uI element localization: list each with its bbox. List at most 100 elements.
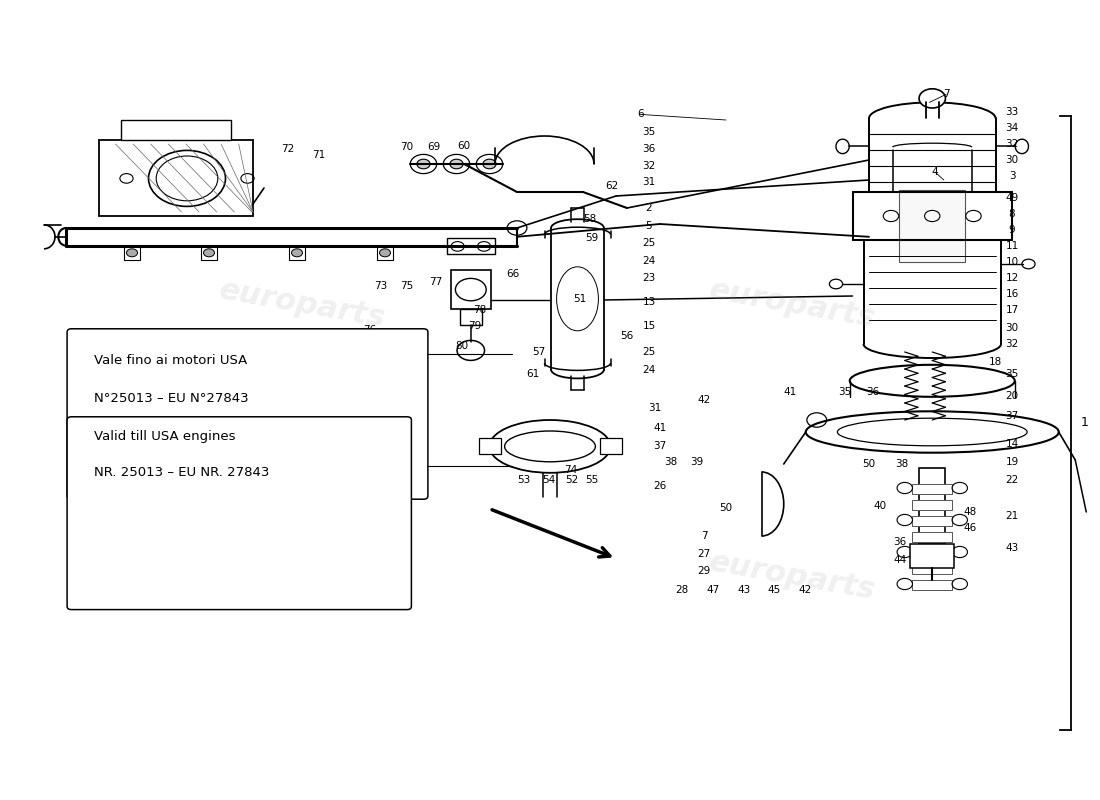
Text: 42: 42 (799, 586, 812, 595)
Text: 38: 38 (664, 458, 678, 467)
Bar (913, 564, 953, 574)
Text: 16: 16 (1005, 290, 1019, 299)
Text: 17: 17 (1005, 306, 1019, 315)
Text: 69: 69 (261, 430, 274, 439)
Text: 77: 77 (429, 277, 442, 286)
Text: 61: 61 (526, 370, 539, 379)
Text: 14: 14 (1005, 439, 1019, 449)
Text: 47: 47 (706, 586, 719, 595)
Text: 1: 1 (1080, 416, 1088, 430)
FancyBboxPatch shape (67, 329, 428, 499)
Text: europarts: europarts (706, 547, 878, 605)
Text: 19: 19 (1005, 458, 1019, 467)
Text: 49: 49 (1005, 194, 1019, 203)
Text: 36: 36 (866, 387, 879, 397)
Bar (913, 580, 953, 590)
Circle shape (292, 249, 302, 257)
Text: 5: 5 (646, 221, 652, 230)
Bar (447, 238, 495, 254)
Text: 78: 78 (473, 306, 486, 315)
Text: 27: 27 (697, 549, 711, 558)
Text: 23: 23 (642, 274, 656, 283)
Circle shape (450, 159, 463, 169)
Text: 73: 73 (374, 282, 387, 291)
Text: 6: 6 (637, 110, 644, 119)
Text: 28: 28 (675, 586, 689, 595)
Text: 65: 65 (208, 430, 221, 439)
Text: 72: 72 (156, 430, 169, 439)
Text: 33: 33 (1005, 107, 1019, 117)
Text: 67: 67 (134, 566, 147, 576)
Text: europarts: europarts (217, 275, 388, 333)
Text: 50: 50 (862, 459, 876, 469)
Text: 34: 34 (1005, 123, 1019, 133)
Text: 68: 68 (158, 566, 172, 576)
Text: 62: 62 (605, 181, 618, 190)
Text: 52: 52 (565, 475, 579, 485)
Text: 26: 26 (653, 482, 667, 491)
Text: 25: 25 (642, 238, 656, 248)
Text: 37: 37 (1005, 411, 1019, 421)
Text: 12: 12 (1005, 274, 1019, 283)
Bar (920, 468, 946, 544)
Text: 30: 30 (1005, 155, 1019, 165)
Text: 59: 59 (585, 234, 598, 243)
Text: 72: 72 (282, 144, 295, 154)
Text: 20: 20 (1005, 391, 1019, 401)
Text: 80: 80 (455, 341, 469, 350)
Bar (121, 120, 231, 140)
Text: 43: 43 (1005, 543, 1019, 553)
Text: 57: 57 (532, 347, 546, 357)
Text: 29: 29 (697, 566, 711, 576)
Text: 36: 36 (642, 144, 656, 154)
Text: 32: 32 (1005, 139, 1019, 149)
Bar (478, 438, 500, 454)
Text: 35: 35 (838, 387, 851, 397)
Bar (124, 246, 140, 260)
Bar (600, 438, 621, 454)
Text: 66: 66 (185, 566, 198, 576)
Text: 45: 45 (768, 586, 781, 595)
Text: 58: 58 (583, 214, 596, 224)
Text: Vale fino ai motori USA: Vale fino ai motori USA (94, 354, 246, 367)
Text: 24: 24 (642, 365, 656, 374)
Text: 48: 48 (964, 507, 977, 517)
Text: 31: 31 (648, 403, 661, 413)
Bar (201, 246, 217, 260)
Text: 21: 21 (1005, 511, 1019, 521)
Text: 70: 70 (400, 142, 414, 152)
Text: 37: 37 (653, 442, 667, 451)
Text: 60: 60 (458, 141, 471, 150)
Text: 63: 63 (231, 566, 244, 576)
Text: 32: 32 (642, 161, 656, 170)
Bar (451, 270, 491, 309)
Text: 56: 56 (620, 331, 634, 341)
Text: 71: 71 (180, 430, 194, 439)
Text: 40: 40 (873, 501, 887, 510)
Text: 35: 35 (642, 127, 656, 137)
Text: 11: 11 (1005, 242, 1019, 251)
Text: 66: 66 (506, 269, 519, 278)
Text: europarts: europarts (706, 275, 878, 333)
Bar (214, 520, 258, 536)
Text: 76: 76 (363, 325, 376, 334)
Text: 31: 31 (642, 178, 656, 187)
Text: 13: 13 (642, 298, 656, 307)
Text: 44: 44 (893, 555, 906, 565)
Text: 79: 79 (469, 322, 482, 331)
Bar (460, 309, 482, 325)
Circle shape (918, 89, 946, 108)
Text: N°25013 – EU N°27843: N°25013 – EU N°27843 (94, 392, 249, 405)
Text: 54: 54 (542, 475, 556, 485)
Text: 41: 41 (653, 423, 667, 433)
Text: 15: 15 (642, 322, 656, 331)
Circle shape (483, 159, 496, 169)
Text: 9: 9 (1009, 226, 1015, 235)
Text: 43: 43 (737, 586, 750, 595)
Text: 70: 70 (234, 430, 248, 439)
Text: 18: 18 (989, 357, 1002, 366)
Text: 69: 69 (427, 142, 440, 152)
Bar (289, 246, 305, 260)
Text: 41: 41 (783, 387, 796, 397)
Text: europarts: europarts (217, 547, 388, 605)
